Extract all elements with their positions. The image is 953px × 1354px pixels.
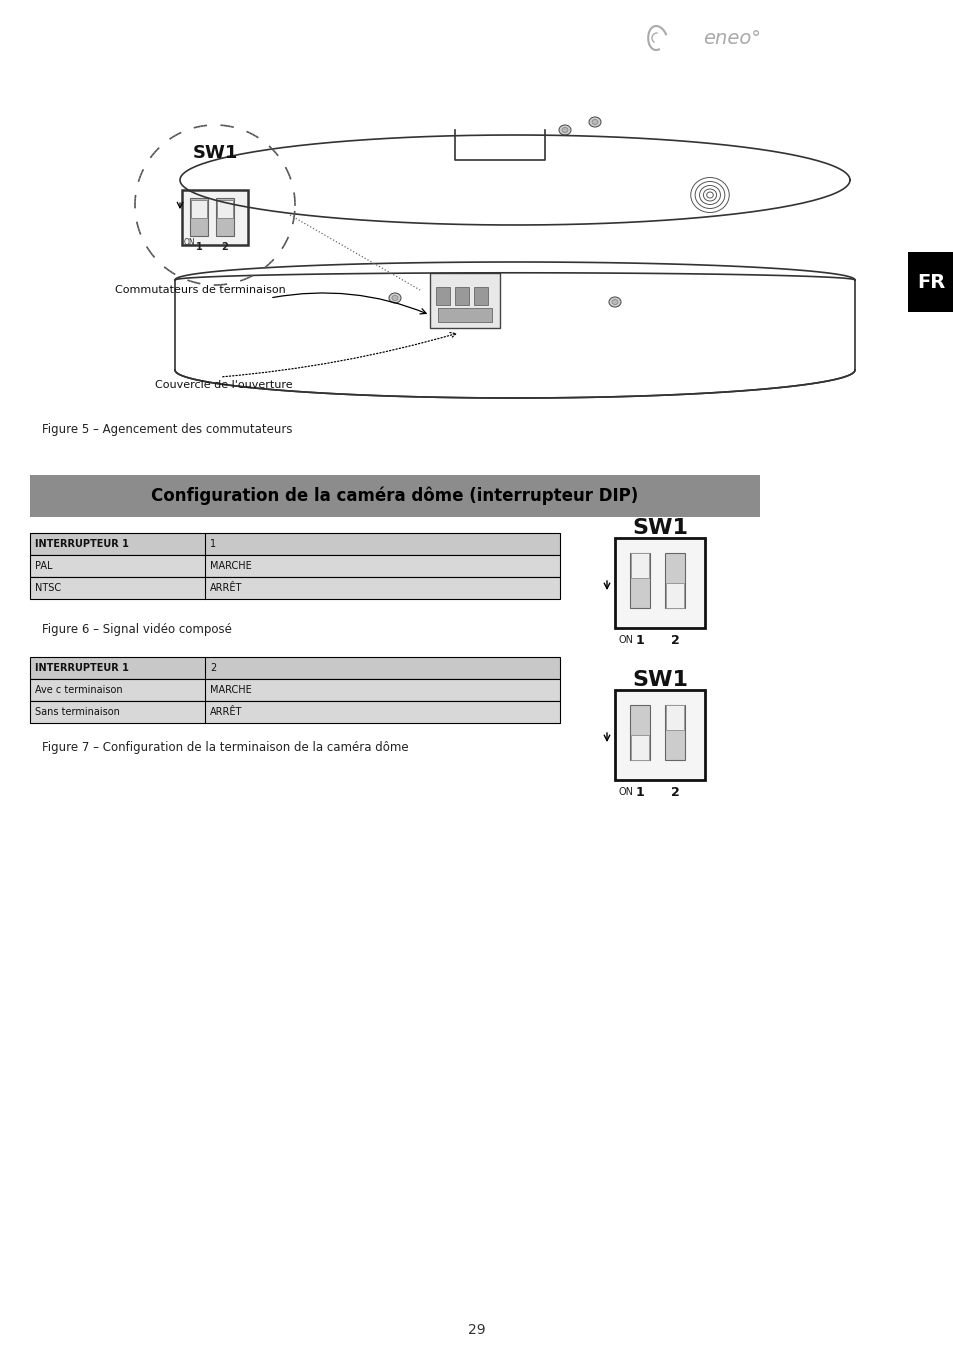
Bar — [907, 252, 953, 311]
Bar — [190, 198, 208, 236]
Text: 29: 29 — [468, 1323, 485, 1336]
Text: ON: ON — [618, 787, 634, 798]
Ellipse shape — [561, 127, 567, 133]
Bar — [665, 705, 683, 730]
Ellipse shape — [389, 292, 400, 303]
Bar — [182, 190, 248, 245]
Bar — [30, 577, 559, 598]
Text: SW1: SW1 — [631, 519, 687, 538]
Bar — [30, 533, 559, 555]
Bar — [436, 287, 450, 305]
Text: Figure 6 – Signal vidéo composé: Figure 6 – Signal vidéo composé — [42, 623, 232, 635]
Text: MARCHE: MARCHE — [210, 561, 252, 571]
Text: ON: ON — [618, 635, 634, 645]
Bar — [30, 475, 760, 517]
Bar — [215, 198, 233, 236]
Text: 2: 2 — [221, 242, 228, 252]
Text: ARRÊT: ARRÊT — [210, 707, 242, 718]
Text: 2: 2 — [670, 785, 679, 799]
Bar — [664, 552, 684, 608]
Text: eneo°: eneo° — [702, 28, 760, 47]
Text: ON: ON — [184, 238, 195, 246]
Text: 2: 2 — [670, 634, 679, 646]
Ellipse shape — [608, 297, 620, 307]
Bar — [30, 701, 559, 723]
Bar — [30, 555, 559, 577]
Bar — [216, 200, 233, 218]
Text: SW1: SW1 — [193, 144, 237, 162]
Bar — [430, 272, 499, 328]
Text: Commutateurs de terminaison: Commutateurs de terminaison — [115, 284, 286, 295]
Text: 1: 1 — [635, 634, 643, 646]
Text: 2: 2 — [210, 663, 216, 673]
Ellipse shape — [392, 295, 397, 301]
Text: FR: FR — [916, 272, 944, 291]
Text: 1: 1 — [195, 242, 202, 252]
Text: ARRÊT: ARRÊT — [210, 584, 242, 593]
Bar — [191, 200, 207, 218]
Bar — [629, 705, 649, 760]
Text: Figure 5 – Agencement des commutateurs: Figure 5 – Agencement des commutateurs — [42, 424, 293, 436]
Text: Figure 7 – Configuration de la terminaison de la caméra dôme: Figure 7 – Configuration de la terminais… — [42, 742, 408, 754]
Text: Sans terminaison: Sans terminaison — [35, 707, 120, 718]
Text: Configuration de la caméra dôme (interrupteur DIP): Configuration de la caméra dôme (interru… — [152, 486, 638, 505]
Bar — [437, 307, 492, 322]
Ellipse shape — [558, 125, 571, 135]
Text: Ave c terminaison: Ave c terminaison — [35, 685, 123, 695]
Bar — [630, 735, 648, 760]
Bar — [630, 552, 648, 578]
Ellipse shape — [612, 299, 618, 305]
Text: 1: 1 — [635, 785, 643, 799]
Bar — [664, 705, 684, 760]
Bar — [30, 657, 559, 678]
Text: SW1: SW1 — [631, 670, 687, 691]
Bar — [615, 538, 704, 628]
Bar — [474, 287, 488, 305]
Ellipse shape — [592, 119, 598, 125]
Text: PAL: PAL — [35, 561, 52, 571]
Bar — [629, 552, 649, 608]
Bar — [455, 287, 469, 305]
Text: NTSC: NTSC — [35, 584, 61, 593]
Text: INTERRUPTEUR 1: INTERRUPTEUR 1 — [35, 539, 129, 548]
Text: 1: 1 — [210, 539, 216, 548]
Text: Couvercle de l'ouverture: Couvercle de l'ouverture — [154, 380, 293, 390]
Bar — [665, 584, 683, 608]
Text: MARCHE: MARCHE — [210, 685, 252, 695]
Text: INTERRUPTEUR 1: INTERRUPTEUR 1 — [35, 663, 129, 673]
Ellipse shape — [588, 116, 600, 127]
Bar — [30, 678, 559, 701]
Bar — [615, 691, 704, 780]
